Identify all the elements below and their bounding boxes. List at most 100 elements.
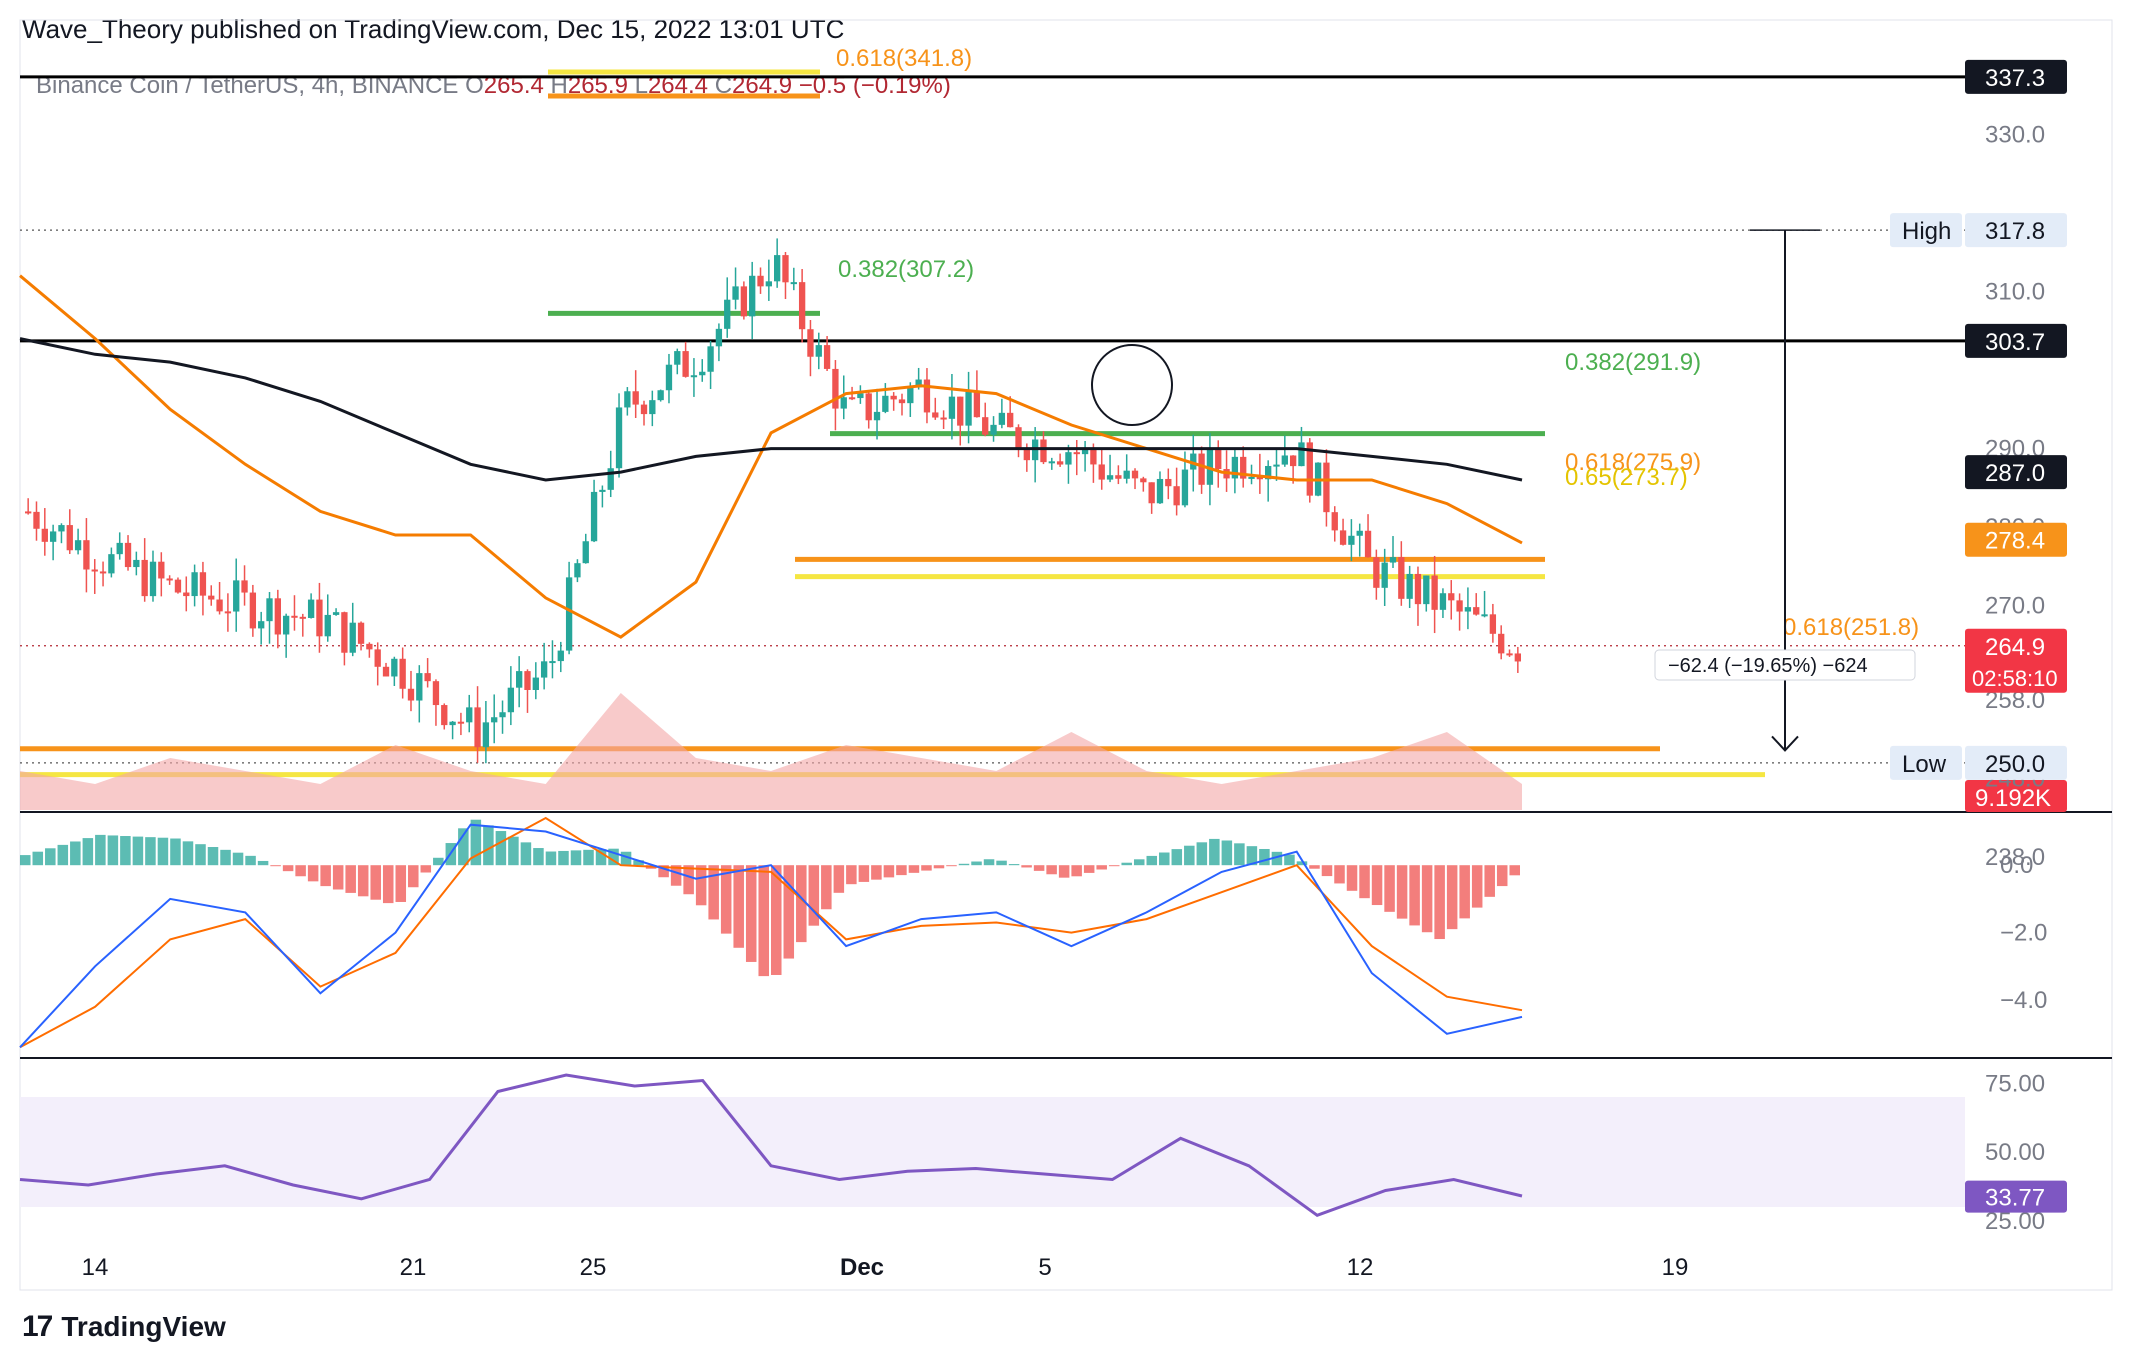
candle-body (499, 712, 506, 718)
macd-histogram-bar (833, 865, 845, 893)
candle-body (507, 687, 515, 713)
macd-histogram-bar (433, 857, 444, 866)
macd-histogram-bar (270, 865, 281, 867)
macd-histogram-bar (1209, 838, 1220, 866)
macd-histogram-bar (1221, 840, 1233, 866)
candle-body (574, 563, 581, 578)
macd-histogram-bar (808, 865, 820, 926)
price-tag-label-1: 303.7 (1985, 329, 2045, 356)
candle-body (1289, 455, 1297, 467)
price-y-tick-8: 238.0 (1985, 844, 2045, 871)
macd-histogram-bar (1058, 865, 1070, 878)
candle-body (1190, 453, 1197, 470)
candle-body (582, 541, 589, 564)
candle-body (940, 417, 947, 420)
candle-body (1015, 427, 1022, 450)
chart-frame (19, 19, 2113, 1291)
tradingview-logo-icon: 17 (22, 1310, 53, 1343)
candle-body (266, 598, 273, 622)
candle-body (1265, 465, 1272, 480)
candle-body (108, 554, 115, 574)
macd-histogram-bar (170, 838, 181, 866)
candle-body (832, 368, 839, 409)
candle-body (1489, 614, 1497, 634)
candle-body (740, 286, 748, 317)
candle-body (1464, 607, 1472, 612)
candles[interactable] (25, 238, 1521, 764)
macd-histogram-bar (1021, 865, 1032, 868)
candle-body (324, 614, 331, 637)
candle-body (615, 407, 623, 469)
macd-histogram-bar (57, 844, 69, 866)
candle-body (549, 661, 556, 664)
candle-body (141, 559, 148, 597)
macd-histogram-bar (470, 819, 482, 866)
macd-histogram-bar (1033, 865, 1045, 871)
candle-body (374, 649, 381, 667)
candle-body (732, 286, 739, 300)
footer-brand[interactable]: 17 TradingView (22, 1310, 226, 1344)
ema50-line (19, 274, 1523, 639)
candle-body (299, 616, 306, 619)
x-tick-5: 12 (1347, 1254, 1374, 1281)
macd-histogram-bar (220, 849, 231, 866)
fib-label-3: 0.65(273.7) (1565, 464, 1688, 491)
candle-body (607, 468, 614, 490)
macd-histogram-bar (883, 865, 895, 878)
candle-body (274, 598, 281, 635)
macd-histogram-bar (658, 865, 669, 878)
macd-histogram-bar (45, 848, 56, 866)
macd-histogram-bar (420, 865, 432, 873)
candle-body (74, 540, 82, 551)
candle-body (1398, 557, 1405, 599)
macd-histogram-bar (733, 865, 744, 948)
candle-body (1240, 456, 1247, 479)
rsi-value-tag (1965, 1180, 2067, 1213)
candle-body (332, 612, 340, 615)
macd-histogram-bar (683, 865, 694, 895)
candle-body (840, 397, 847, 409)
macd-y-tick-1: −2.0 (2000, 920, 2047, 947)
candle-body (1090, 449, 1097, 465)
macd-y-tick-0: 0.0 (2000, 852, 2033, 879)
candle-body (474, 707, 481, 748)
candle-body (707, 346, 714, 372)
candle-body (1356, 530, 1363, 536)
macd-histogram-bar (370, 865, 381, 900)
candle-body (1106, 475, 1114, 480)
macd-histogram-bar (32, 851, 44, 866)
candle-body (982, 417, 989, 435)
macd-histogram-bar (545, 851, 557, 866)
pane-borders (19, 19, 2113, 1291)
macd-histogram-bar (1234, 843, 1245, 866)
macd-histogram-bar (745, 865, 757, 962)
candle-body (1181, 469, 1189, 506)
candle-body (307, 599, 315, 618)
candle-body (482, 722, 490, 748)
candle-body (965, 391, 972, 426)
candle-body (407, 688, 415, 701)
rsi-line (19, 1073, 1523, 1217)
price-tag-label-6: 250.0 (1985, 751, 2045, 778)
macd-histogram-bar (1196, 842, 1208, 866)
candle-body (590, 491, 598, 542)
candle-body (848, 397, 856, 400)
candle-body (524, 671, 531, 690)
macd-histogram-bar (395, 865, 407, 902)
macd-histogram-bar (408, 865, 419, 888)
candle-body (149, 561, 157, 597)
macd-histogram-bar (495, 831, 507, 866)
fib-label-2: 0.618(275.9) (1565, 449, 1701, 476)
macd-histogram-bar (95, 834, 106, 866)
candle-body (765, 281, 772, 287)
macd-histogram-bar (307, 865, 319, 882)
macd-histogram-bar (1484, 865, 1495, 897)
published-header: Wave_Theory published on TradingView.com… (22, 14, 845, 44)
macd-histogram-bar (1284, 854, 1295, 866)
macd-histogram-bar (282, 865, 294, 872)
macd-histogram-bar (821, 865, 832, 910)
ema200-line (19, 337, 1523, 482)
footer-brand-label: TradingView (61, 1311, 226, 1342)
candle-body (1389, 557, 1397, 563)
